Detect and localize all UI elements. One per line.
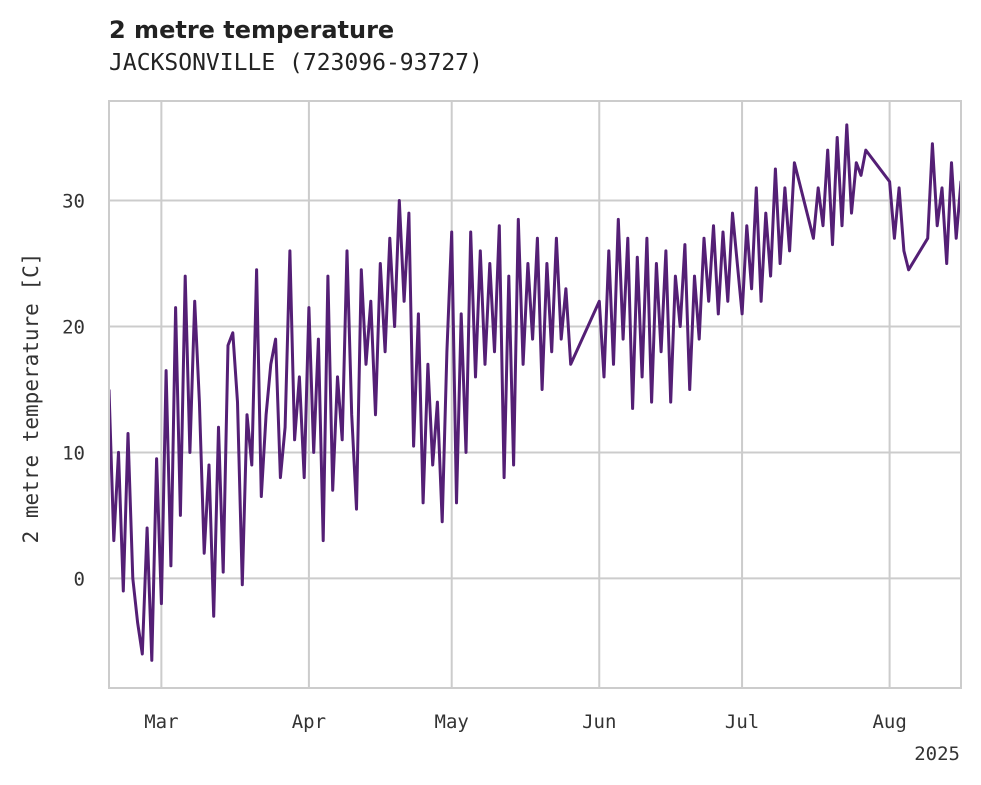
y-tick-label: 30 — [62, 191, 85, 213]
tick-labels: 0 10 20 30 Mar Apr May Jun Jul Aug — [62, 191, 907, 733]
x-tick-label: Jul — [725, 711, 759, 733]
x-tick-label: May — [435, 711, 469, 733]
x-tick-label: Mar — [144, 711, 178, 733]
x-tick-label: Aug — [872, 711, 906, 733]
x-tick-label: Apr — [292, 711, 326, 733]
chart-title: 2 metre temperature — [109, 16, 395, 44]
series-layer — [109, 123, 961, 662]
y-tick-label: 20 — [62, 316, 85, 338]
y-axis-label: 2 metre temperature [C] — [19, 253, 43, 544]
temperature-series-line — [109, 123, 961, 662]
x-tick-label: Jun — [582, 711, 616, 733]
y-tick-label: 10 — [62, 442, 85, 464]
y-tick-label: 0 — [74, 568, 85, 590]
plot-frame — [108, 100, 962, 689]
chart-subtitle: JACKSONVILLE (723096-93727) — [109, 50, 483, 76]
x-year-label: 2025 — [914, 743, 960, 765]
